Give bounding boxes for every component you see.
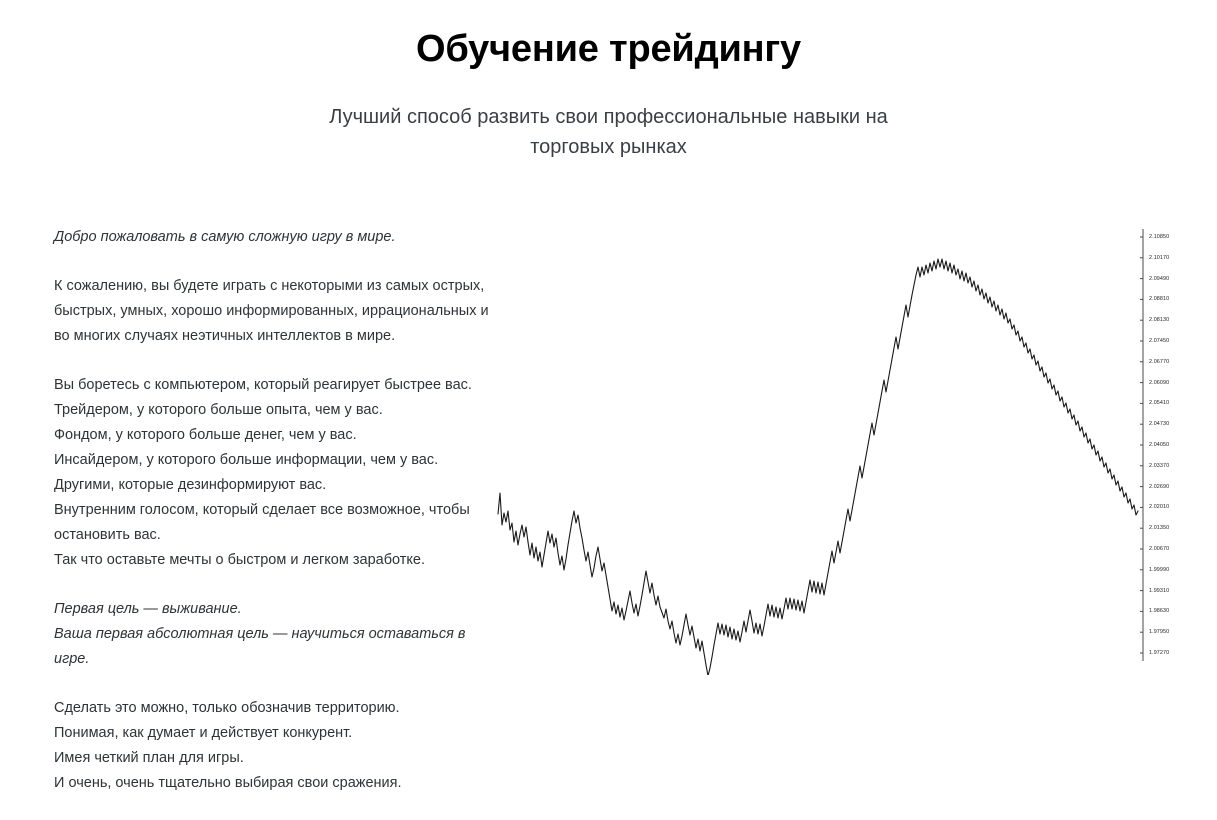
paragraph-2: К сожалению, вы будете играть с некоторы…: [54, 274, 504, 349]
page-subtitle: Лучший способ развить свои профессиональ…: [329, 106, 888, 158]
axis-tick-label: 2.07450: [1149, 338, 1170, 344]
axis-tick-label: 2.01350: [1149, 525, 1170, 532]
article-text-column: Добро пожаловать в самую сложную игру в …: [54, 225, 504, 820]
axis-tick-label: 2.08130: [1149, 317, 1170, 324]
axis-tick-label: 2.00670: [1149, 546, 1170, 552]
content-area: Добро пожаловать в самую сложную игру в …: [0, 225, 1217, 800]
paragraph-line: Понимая, как думает и действует конкурен…: [54, 725, 353, 741]
axis-tick-label: 2.09490: [1149, 275, 1170, 282]
paragraph-line: Первая цель — выживание.: [54, 601, 242, 617]
page-header: Обучение трейдингу Лучший способ развить…: [0, 0, 1217, 162]
axis-tick-label: 1.99310: [1149, 587, 1170, 594]
paragraph-line: Добро пожаловать в самую сложную игру в …: [54, 229, 396, 245]
axis-tick-label: 2.06090: [1149, 379, 1170, 386]
axis-tick-label: 1.99990: [1149, 566, 1170, 573]
price-axis-labels: 2.10850 2.10170 2.09490 2.08810 2.08130 2.074…: [1143, 225, 1203, 675]
axis-tick-label: 2.02690: [1149, 483, 1170, 490]
paragraph-line: Ваша первая абсолютная цель — научиться …: [54, 626, 466, 667]
paragraph-line: Так что оставьте мечты о быстром и легко…: [54, 552, 425, 568]
axis-tick-label: 2.06770: [1149, 358, 1170, 365]
paragraph-3: Вы боретесь с компьютером, который реаги…: [54, 373, 504, 573]
paragraph-line: Сделать это можно, только обозначив терр…: [54, 700, 400, 716]
price-chart-panel: 2.10850 2.10170 2.09490 2.08810 2.08130 2.074…: [480, 225, 1180, 675]
price-chart: [497, 229, 1144, 675]
axis-tick-label: 1.98630: [1149, 608, 1170, 615]
paragraph-line: И очень, очень тщательно выбирая свои ср…: [54, 775, 402, 791]
axis-tick-label: 2.04730: [1149, 421, 1170, 428]
paragraph-line: Другими, которые дезинформируют вас.: [54, 477, 327, 493]
paragraph-line: Инсайдером, у которого больше информации…: [54, 452, 439, 468]
axis-tick-label: 2.10170: [1149, 254, 1170, 261]
paragraph-line: Имея четкий план для игры.: [54, 750, 244, 766]
paragraph-line: Трейдером, у которого больше опыта, чем …: [54, 402, 383, 418]
axis-tick-label: 2.03370: [1149, 462, 1170, 469]
axis-tick-label: 2.05410: [1149, 400, 1170, 407]
axis-tick-label: 2.02010: [1149, 504, 1170, 511]
price-axis: [1140, 229, 1144, 661]
axis-tick-label: 2.10850: [1149, 234, 1170, 240]
paragraph-line: Вы боретесь с компьютером, который реаги…: [54, 377, 472, 393]
axis-tick-label: 1.97950: [1149, 629, 1170, 636]
paragraph-5: Сделать это можно, только обозначив терр…: [54, 696, 504, 796]
axis-tick-label: 2.08810: [1149, 296, 1170, 303]
page-title: Обучение трейдингу: [416, 28, 801, 70]
paragraph-1: Добро пожаловать в самую сложную игру в …: [54, 225, 504, 250]
paragraph-line: К сожалению, вы будете играть с некоторы…: [54, 278, 489, 344]
price-line: [497, 258, 1139, 675]
paragraph-line: Внутренним голосом, который сделает все …: [54, 502, 470, 543]
paragraph-4: Первая цель — выживание. Ваша первая абсо…: [54, 597, 504, 672]
axis-tick-label: 1.97270: [1149, 650, 1170, 656]
axis-tick-label: 2.04050: [1149, 442, 1170, 448]
paragraph-line: Фондом, у которого больше денег, чем у в…: [54, 427, 357, 443]
